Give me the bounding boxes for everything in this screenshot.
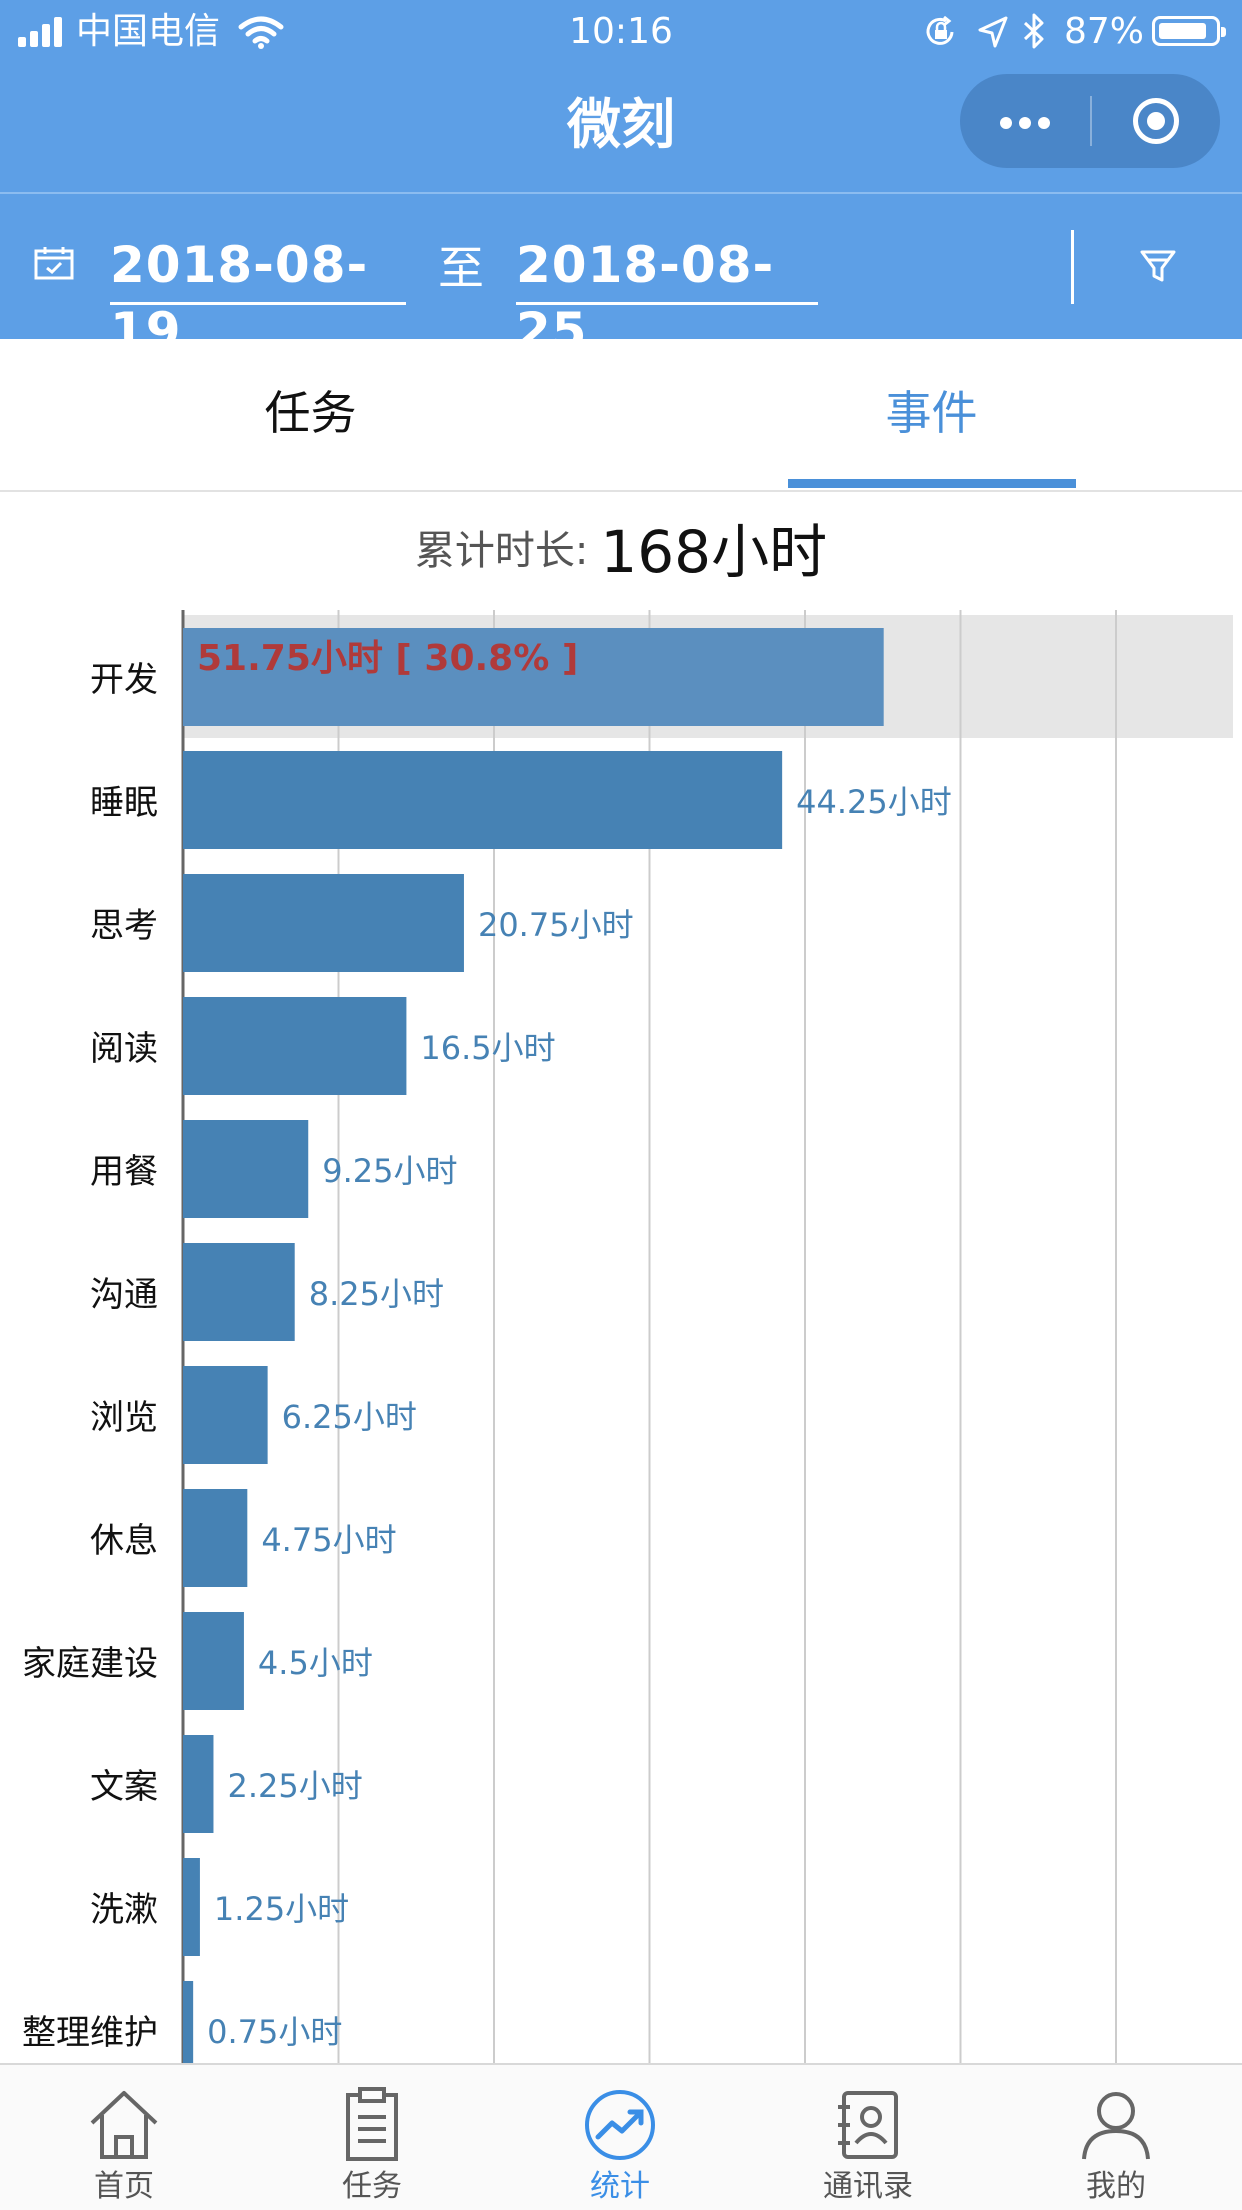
tabbar-contacts[interactable]: 通讯录 [744,2065,992,2210]
tabbar-label: 我的 [1086,2169,1146,2204]
value-label: 16.5小时 [420,1029,555,1067]
category-label: 用餐 [90,1152,158,1192]
tab-tasks[interactable]: 任务 [264,386,357,440]
bluetooth-icon [1023,13,1044,49]
bar-6 [183,1366,268,1464]
carrier-name: 中国电信 [76,11,221,52]
status-bar: 中国电信 10:16 87% [0,0,1242,64]
signal-icon [18,17,64,47]
category-label: 思考 [90,906,158,946]
value-label: 51.75小时 [ 30.8% ] [197,638,578,679]
wifi-icon [238,16,284,49]
home-icon [90,2091,158,2159]
trend-chart-icon [585,2090,655,2160]
tabbar-label: 首页 [94,2169,154,2204]
bar-0 [183,628,884,726]
tabbar-label: 通讯录 [823,2169,913,2204]
user-icon [1082,2092,1150,2160]
bar-9 [183,1735,214,1833]
clipboard-icon [346,2087,398,2161]
app-title: 微刻 [567,93,675,156]
total-duration-value: 168小时 [600,518,828,586]
value-label: 9.25小时 [322,1152,457,1190]
more-options-button[interactable] [960,74,1090,168]
calendar-icon [34,247,74,280]
category-label: 文案 [90,1767,158,1807]
value-label: 0.75小时 [207,2013,342,2051]
orientation-lock-icon [926,16,954,45]
start-date-picker[interactable]: 2018-08-19 [110,232,406,360]
active-tab-indicator [788,479,1076,488]
bar-3 [183,997,407,1095]
tab-switcher: 任务 事件 [0,339,1242,492]
total-duration: 累计时长: 168小时 [0,505,1242,595]
value-label: 4.75小时 [261,1521,396,1559]
category-label: 睡眠 [90,783,158,823]
bar-8 [183,1612,244,1710]
bar-5 [183,1243,295,1341]
category-label: 家庭建设 [22,1644,158,1684]
value-label: 6.25小时 [282,1398,417,1436]
tabbar-label: 统计 [590,2169,650,2204]
category-label: 沟通 [90,1275,158,1315]
close-mini-program-button[interactable] [1091,74,1220,168]
category-label: 休息 [90,1521,158,1561]
bar-7 [183,1489,248,1587]
contacts-icon [838,2091,898,2159]
tab-events[interactable]: 事件 [885,386,978,440]
category-label: 阅读 [90,1029,158,1069]
bar-2 [183,874,464,972]
value-label: 20.75小时 [478,906,634,944]
clock: 10:16 [569,11,673,52]
mini-program-capsule [960,74,1220,168]
category-label: 洗漱 [90,1890,158,1930]
category-label: 开发 [90,660,158,700]
divider [1071,230,1074,304]
bar-10 [183,1858,200,1956]
filter-icon[interactable] [1138,246,1178,286]
value-label: 44.25小时 [796,783,952,821]
tabbar-label: 任务 [342,2169,402,2204]
bar-11 [183,1981,194,2063]
category-label: 浏览 [90,1398,158,1438]
value-label: 2.25小时 [227,1767,362,1805]
date-range-bar: 2018-08-19 至 2018-08-25 [0,194,1242,360]
value-label: 4.5小时 [258,1644,373,1682]
end-date-picker[interactable]: 2018-08-25 [516,232,818,360]
tabbar-tasks[interactable]: 任务 [248,2065,496,2210]
value-label: 1.25小时 [214,1890,349,1928]
bottom-tab-bar: 首页 任务 统计 通讯录 [0,2063,1242,2210]
battery-icon [1152,16,1226,46]
total-duration-label: 累计时长: [414,528,589,574]
value-label: 8.25小时 [309,1275,444,1313]
category-label: 整理维护 [22,2013,158,2053]
tabbar-mine[interactable]: 我的 [992,2065,1240,2210]
tabbar-statistics[interactable]: 统计 [496,2065,744,2210]
battery-percent: 87% [1064,11,1145,52]
location-icon [978,16,1008,48]
bar-4 [183,1120,309,1218]
tabbar-home[interactable]: 首页 [0,2065,248,2210]
nav-bar: 微刻 [0,64,1242,192]
date-separator: 至 [438,241,484,295]
bar-1 [183,751,783,849]
header: 中国电信 10:16 87% 微刻 [0,0,1242,360]
